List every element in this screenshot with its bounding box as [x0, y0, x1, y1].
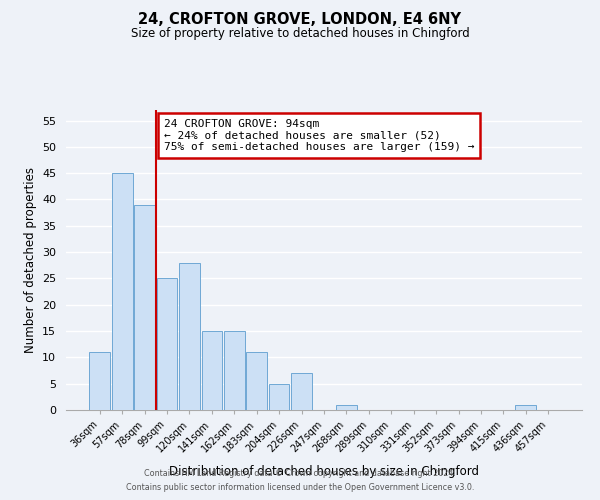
- Text: Contains HM Land Registry data © Crown copyright and database right 2024.: Contains HM Land Registry data © Crown c…: [144, 468, 456, 477]
- Text: 24 CROFTON GROVE: 94sqm
← 24% of detached houses are smaller (52)
75% of semi-de: 24 CROFTON GROVE: 94sqm ← 24% of detache…: [164, 119, 475, 152]
- Text: Contains public sector information licensed under the Open Government Licence v3: Contains public sector information licen…: [126, 484, 474, 492]
- Bar: [291, 373, 312, 410]
- Bar: [224, 331, 245, 410]
- Bar: [202, 331, 222, 410]
- Bar: [179, 262, 200, 410]
- Bar: [157, 278, 178, 410]
- Bar: [336, 404, 357, 410]
- Bar: [134, 204, 155, 410]
- Text: 24, CROFTON GROVE, LONDON, E4 6NY: 24, CROFTON GROVE, LONDON, E4 6NY: [139, 12, 461, 28]
- Bar: [247, 352, 267, 410]
- Bar: [269, 384, 289, 410]
- Bar: [515, 404, 536, 410]
- X-axis label: Distribution of detached houses by size in Chingford: Distribution of detached houses by size …: [169, 465, 479, 478]
- Text: Size of property relative to detached houses in Chingford: Size of property relative to detached ho…: [131, 28, 469, 40]
- Bar: [112, 173, 133, 410]
- Y-axis label: Number of detached properties: Number of detached properties: [23, 167, 37, 353]
- Bar: [89, 352, 110, 410]
